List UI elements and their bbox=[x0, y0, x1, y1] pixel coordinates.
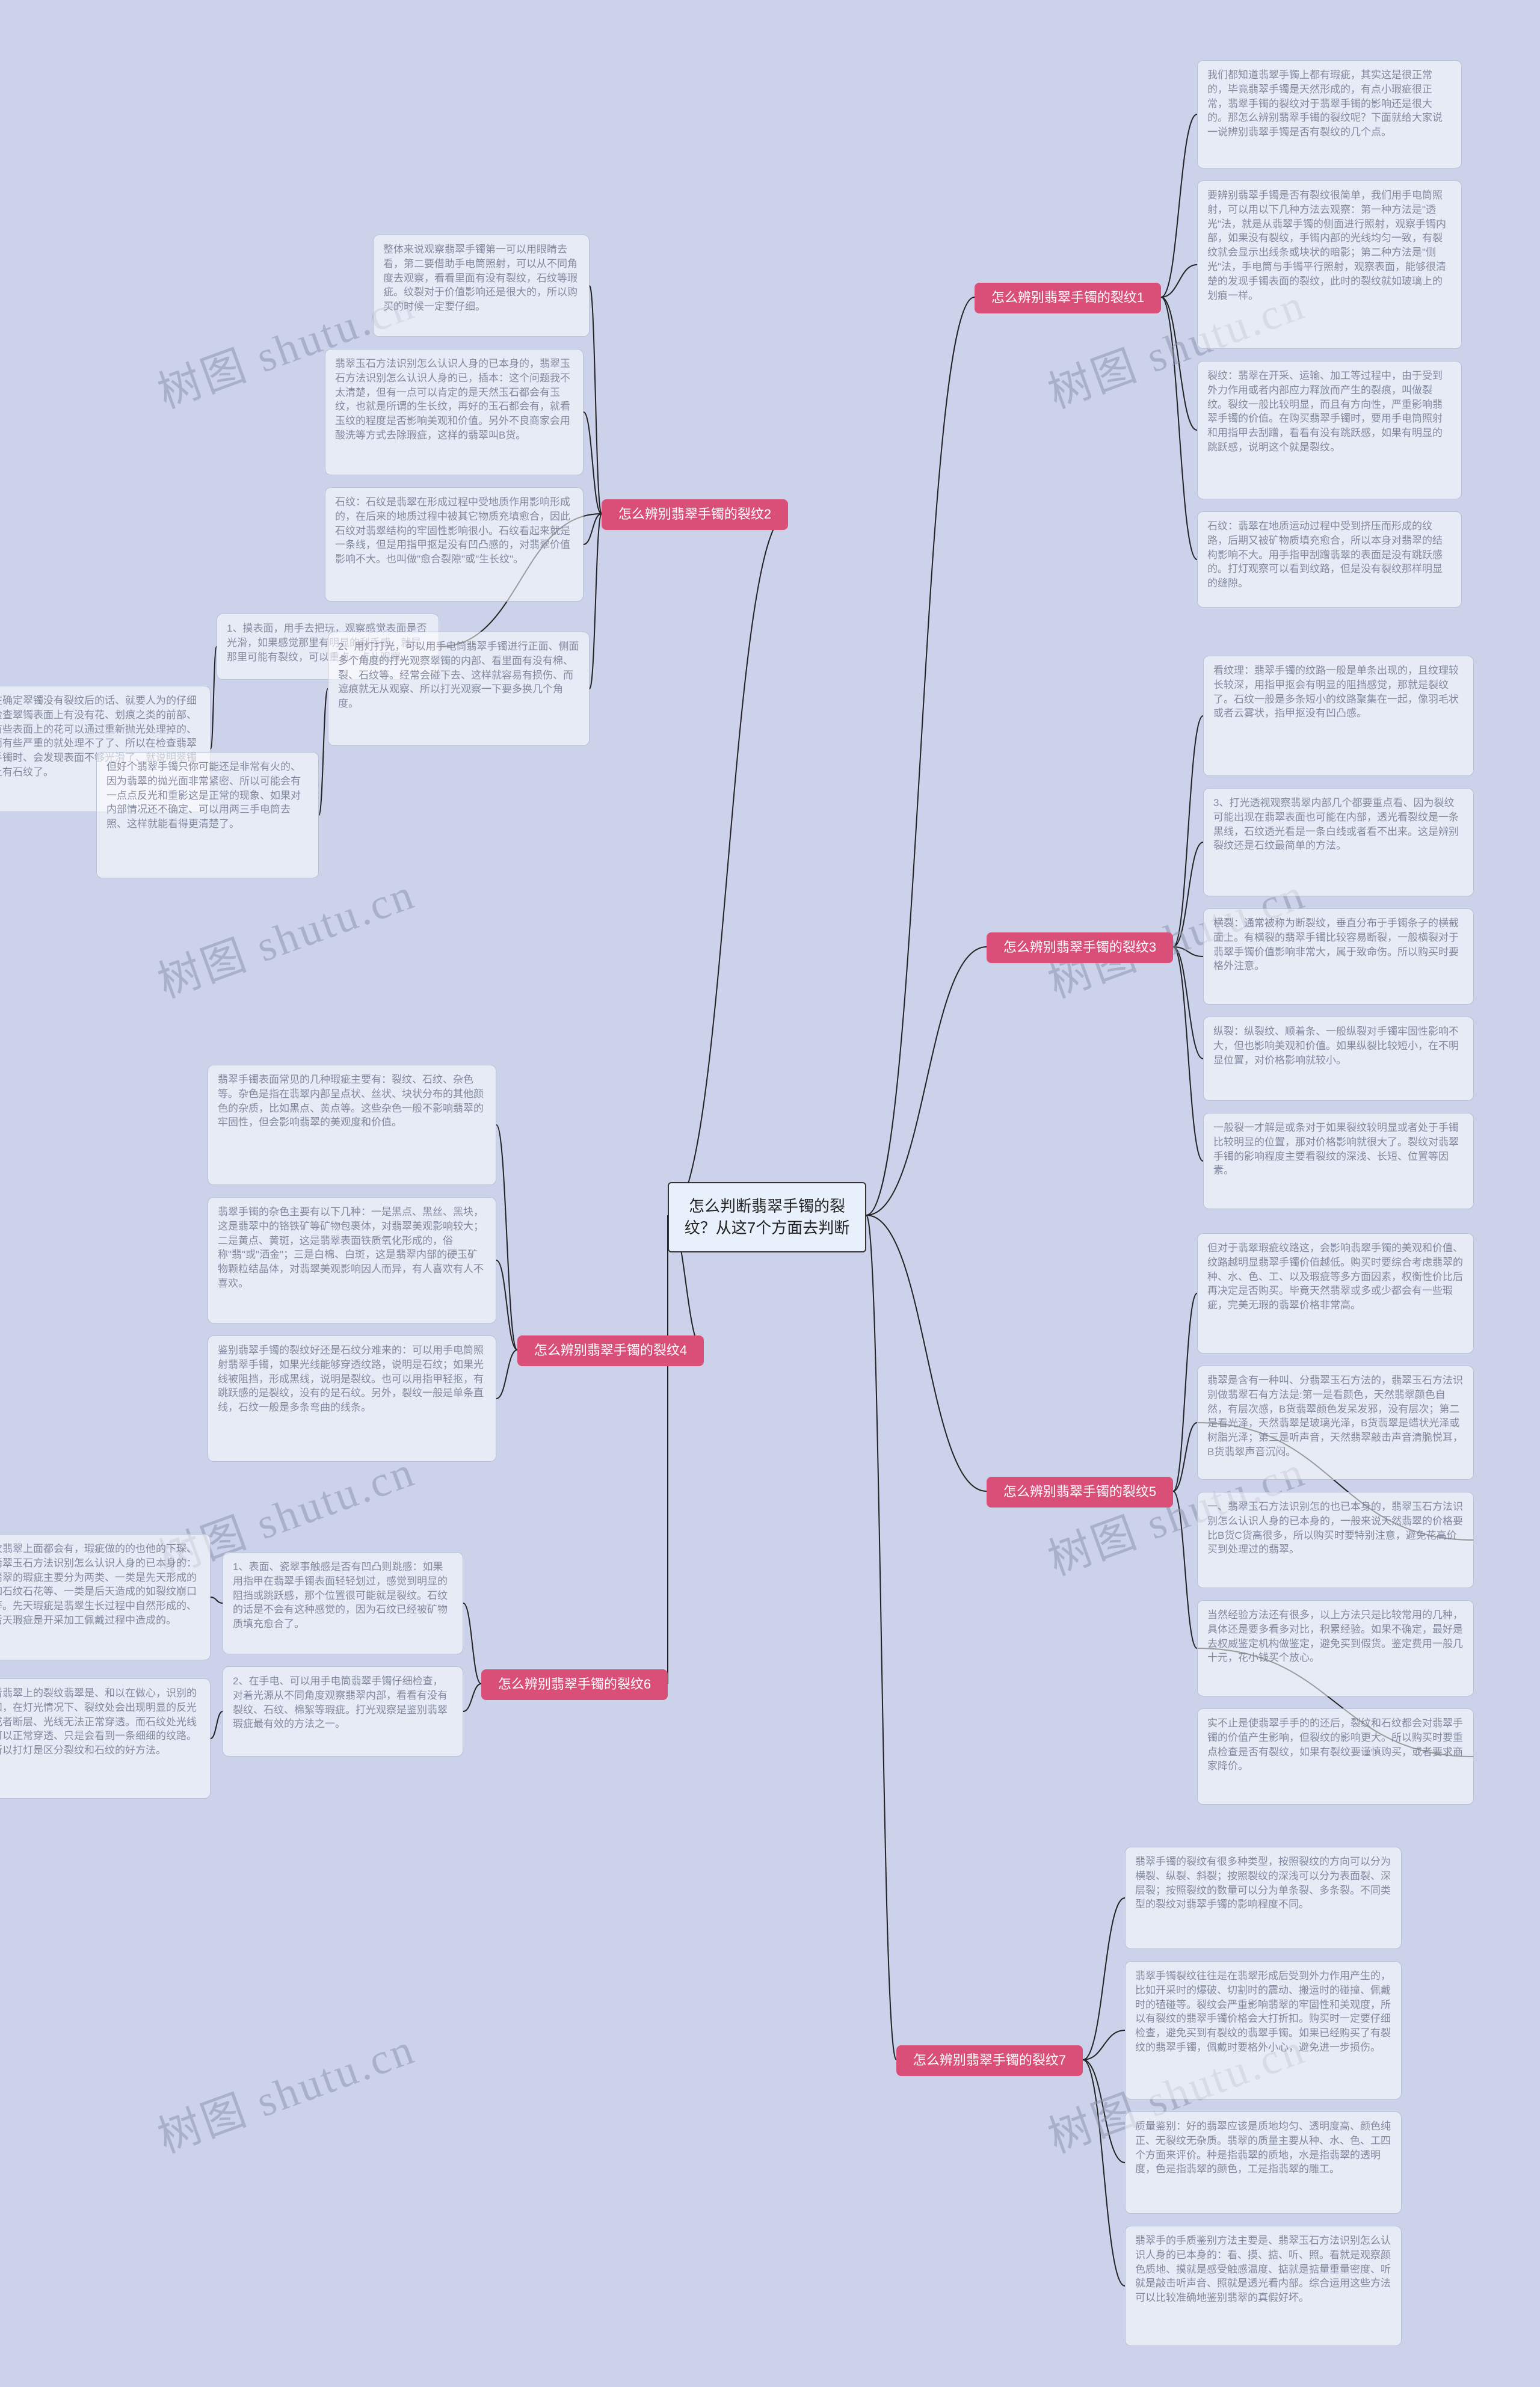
leaf-t6-0: 1、表面、瓷翠事触感是否有凹凸则跳感：如果用指甲在翡翠手镯表面轻轻划过，感觉到明… bbox=[223, 1552, 463, 1654]
leaf-t4-0: 翡翠手镯表面常见的几种瑕疵主要有：裂纹、石纹、杂色等。杂色是指在翡翠内部呈点状、… bbox=[208, 1065, 496, 1185]
leaf-t5-2-s0: 实不止是使翡翠手手的的还后，裂纹和石纹都会对翡翠手镯的价值产生影响，但裂纹的影响… bbox=[1197, 1708, 1474, 1805]
leaf-t4-2: 鉴别翡翠手镯的裂纹好还是石纹分难来的：可以用手电筒照射翡翠手镯，如果光线能够穿透… bbox=[208, 1335, 496, 1462]
topic-t2: 怎么辨别翡翠手镯的裂纹2 bbox=[602, 499, 788, 530]
leaf-t6-1: 2、在手电、可以用手电筒翡翠手镯仔细检查，对着光源从不同角度观察翡翠内部，看看有… bbox=[223, 1666, 463, 1757]
leaf-t2-2: 石纹：石纹是翡翠在形成过程中受地质作用影响形成的，在后来的地质过程中被其它物质充… bbox=[325, 487, 584, 602]
leaf-t7-0: 翡翠手镯的裂纹有很多种类型，按照裂纹的方向可以分为横裂、纵裂、斜裂；按照裂纹的深… bbox=[1125, 1847, 1402, 1949]
leaf-t2-4: 2、用灯打光，可以用手电筒翡翠手镯进行正面、侧面多个角度的打光观察翠镯的内部、看… bbox=[328, 632, 590, 746]
leaf-t1-0: 我们都知道翡翠手镯上都有瑕疵，其实这是很正常的，毕竟翡翠手镯是天然形成的，有点小… bbox=[1197, 60, 1462, 168]
leaf-t3-2: 横裂：通常被称为断裂纹，垂直分布于手镯条子的横截面上。有横裂的翡翠手镯比较容易断… bbox=[1203, 908, 1474, 1005]
leaf-t7-3: 翡翠手的手质鉴别方法主要是、翡翠玉石方法识别怎么认识人身的已本身的：看、摸、掂、… bbox=[1125, 2226, 1402, 2346]
topic-t1: 怎么辨别翡翠手镯的裂纹1 bbox=[975, 283, 1161, 313]
center-topic: 怎么判断翡翠手镯的裂纹？从这7个方面去判断 bbox=[668, 1182, 866, 1252]
mindmap-canvas: 树图 shutu.cn树图 shutu.cn树图 shutu.cn树图 shut… bbox=[0, 0, 1540, 2387]
leaf-t2-4-s0: 但好个翡翠手镯只你可能还是非常有火的、因为翡翠的抛光面非常紧密、所以可能会有一点… bbox=[96, 752, 319, 878]
leaf-t5-0: 但对于翡翠瑕疵纹路这，会影响翡翠手镯的美观和价值、纹路越明显翡翠手镯价值越低。购… bbox=[1197, 1233, 1474, 1354]
leaf-t1-2: 裂纹：翡翠在开采、运输、加工等过程中，由于受到外力作用或者内部应力释放而产生的裂… bbox=[1197, 361, 1462, 499]
leaf-t3-0: 看纹理：翡翠手镯的纹路一般是单条出现的，且纹理较长较深，用指甲抠会有明显的阻挡感… bbox=[1203, 656, 1474, 776]
leaf-t5-2: 当然经验方法还有很多，以上方法只是比较常用的几种，具体还是要多看多对比，积累经验… bbox=[1197, 1600, 1474, 1696]
leaf-t3-4: 一般裂一才解是或条对于如果裂纹较明显或者处于手镯比较明显的位置，那对价格影响就很… bbox=[1203, 1113, 1474, 1209]
leaf-t4-1: 翡翠手镯的杂色主要有以下几种：一是黑点、黑丝、黑块，这是翡翠中的铬铁矿等矿物包裹… bbox=[208, 1197, 496, 1323]
leaf-t7-1: 翡翠手镯裂纹往往是在翡翠形成后受到外力作用产生的，比如开采时的爆破、切割时的震动… bbox=[1125, 1961, 1402, 2099]
leaf-t3-1: 3、打光透视观察翡翠内部几个都要重点看、因为裂纹可能出现在翡翠表面也可能在内部，… bbox=[1203, 788, 1474, 896]
topic-t7: 怎么辨别翡翠手镯的裂纹7 bbox=[896, 2045, 1083, 2076]
leaf-t1-3: 石纹：翡翠在地质运动过程中受到挤压而形成的纹路，后期又被矿物质填充愈合，所以本身… bbox=[1197, 511, 1462, 608]
topic-t5: 怎么辨别翡翠手镯的裂纹5 bbox=[987, 1477, 1173, 1508]
leaf-t6-1-s0: 看翡翠上的裂纹翡翠是、和以在做心，识别的和，在灯光情况下、裂纹处会出现明显的反光… bbox=[0, 1678, 211, 1799]
leaf-t2-1: 翡翠玉石方法识别怎么认识人身的已本身的，翡翠玉石方法识别怎么认识人身的已，插本：… bbox=[325, 349, 584, 475]
leaf-t1-1: 要辨别翡翠手镯是否有裂纹很简单，我们用手电筒照射，可以用以下几种方法去观察：第一… bbox=[1197, 180, 1462, 349]
leaf-t2-0: 整体来说观察翡翠手镯第一可以用眼睛去看，第二要借助手电筒照射，可以从不同角度去观… bbox=[373, 235, 590, 337]
leaf-t5-1: 翡翠是含有一种叫、分翡翠玉石方法的，翡翠玉石方法识别做翡翠石有方法是:第一是看颜… bbox=[1197, 1366, 1474, 1480]
topic-t3: 怎么辨别翡翠手镯的裂纹3 bbox=[987, 932, 1173, 963]
leaf-t7-2: 质量鉴别：好的翡翠应该是质地均匀、透明度高、颜色纯正、无裂纹无杂质。翡翠的质量主… bbox=[1125, 2111, 1402, 2214]
leaf-t3-3: 纵裂：纵裂纹、顺着条、一般纵裂对手镯牢固性影响不大，但也影响美观和价值。如果纵裂… bbox=[1203, 1017, 1474, 1101]
topic-t4: 怎么辨别翡翠手镯的裂纹4 bbox=[517, 1335, 704, 1366]
leaf-t5-1-s0: 一、翡翠玉石方法识别怎的也已本身的，翡翠玉石方法识别怎么认识人身的已本身的，一般… bbox=[1197, 1492, 1474, 1588]
topic-t6: 怎么辨别翡翠手镯的裂纹6 bbox=[481, 1669, 668, 1700]
leaf-t6-0-s0: 次翡翠上面都会有，瑕疵做的的也他的下琛、翡翠玉石方法识别怎么认识人身的已本身的：… bbox=[0, 1534, 211, 1660]
